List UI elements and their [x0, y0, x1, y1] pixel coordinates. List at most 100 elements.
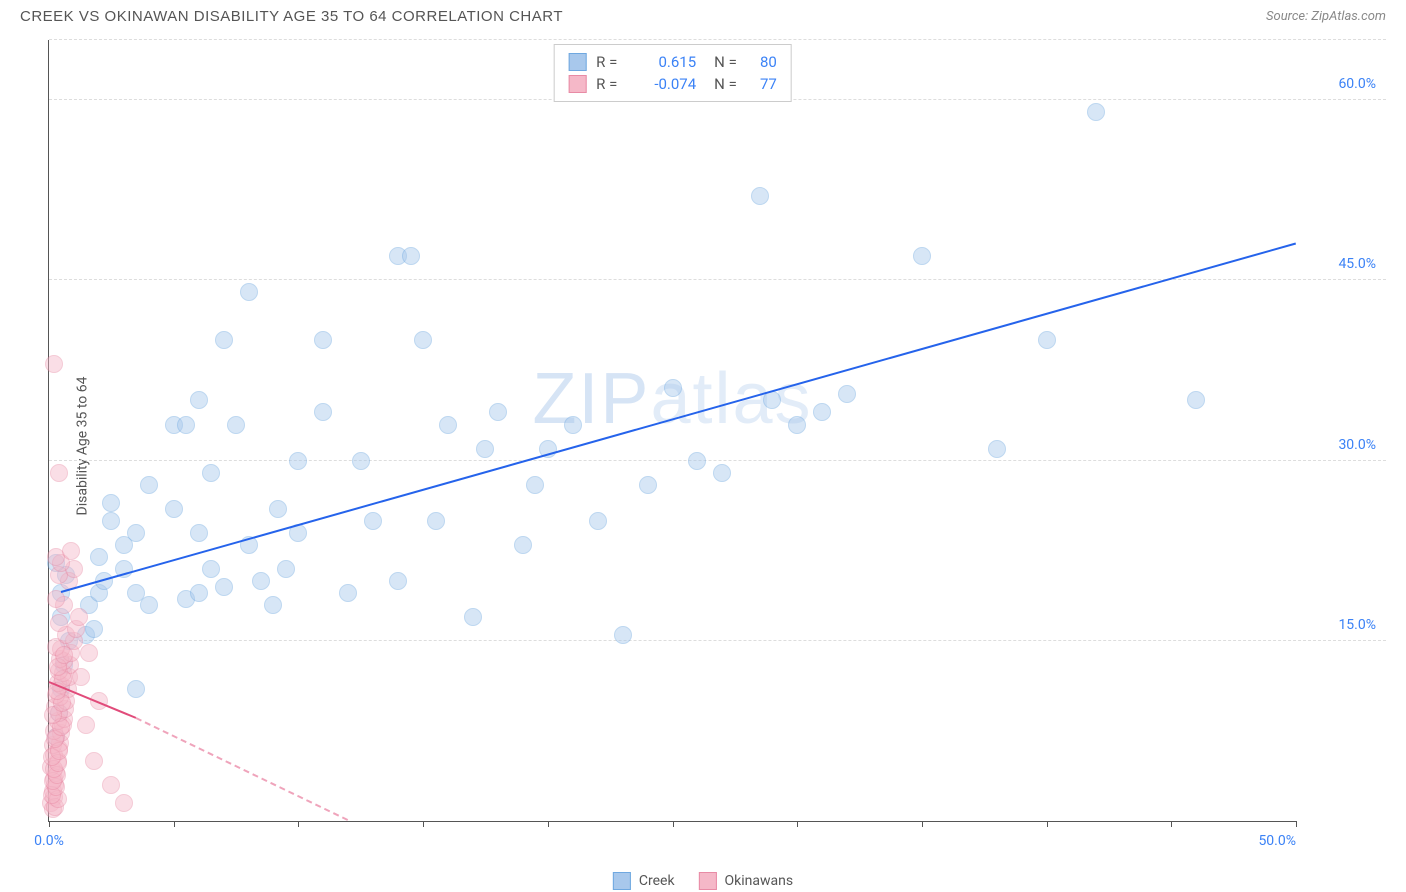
correlation-legend: R =0.615N =80R =-0.074N =77	[553, 44, 792, 102]
scatter-point	[177, 416, 195, 434]
scatter-point	[45, 355, 63, 373]
scatter-point	[215, 331, 233, 349]
scatter-point	[62, 542, 80, 560]
scatter-point	[55, 646, 73, 664]
scatter-point	[72, 668, 90, 686]
series-legend: Creek Okinawans	[613, 872, 793, 890]
scatter-point	[190, 391, 208, 409]
x-tick	[797, 821, 798, 827]
scatter-point	[102, 512, 120, 530]
scatter-point	[763, 391, 781, 409]
n-label: N =	[714, 75, 737, 93]
scatter-point	[80, 644, 98, 662]
scatter-point	[269, 500, 287, 518]
x-tick	[49, 821, 50, 827]
y-tick-label: 60.0%	[1338, 76, 1376, 92]
scatter-point	[140, 596, 158, 614]
scatter-point	[70, 608, 88, 626]
y-tick-label: 45.0%	[1338, 256, 1376, 272]
gridline-h	[49, 39, 1386, 40]
x-tick	[1171, 821, 1172, 827]
scatter-point	[165, 500, 183, 518]
scatter-point	[589, 512, 607, 530]
scatter-point	[439, 416, 457, 434]
scatter-point	[85, 752, 103, 770]
scatter-point	[464, 608, 482, 626]
scatter-point	[314, 403, 332, 421]
legend-item: Okinawans	[699, 872, 794, 890]
scatter-point	[402, 247, 420, 265]
scatter-point	[1087, 103, 1105, 121]
gridline-h	[49, 640, 1386, 641]
scatter-point	[813, 403, 831, 421]
legend-swatch	[568, 53, 586, 71]
x-tick	[174, 821, 175, 827]
r-label: R =	[596, 75, 626, 93]
scatter-point	[427, 512, 445, 530]
x-tick	[548, 821, 549, 827]
x-tick-label: 0.0%	[34, 833, 64, 849]
scatter-point	[190, 584, 208, 602]
scatter-point	[489, 403, 507, 421]
scatter-point	[127, 680, 145, 698]
x-tick	[423, 821, 424, 827]
scatter-point	[352, 452, 370, 470]
scatter-point	[85, 620, 103, 638]
r-label: R =	[596, 53, 626, 71]
r-value: -0.074	[636, 75, 696, 93]
scatter-point	[1038, 331, 1056, 349]
legend-label: Creek	[639, 873, 675, 889]
chart-container: CREEK VS OKINAWAN DISABILITY AGE 35 TO 6…	[0, 0, 1406, 892]
legend-row: R =0.615N =80	[568, 51, 777, 73]
scatter-point	[913, 247, 931, 265]
scatter-point	[252, 572, 270, 590]
scatter-point	[77, 716, 95, 734]
scatter-point	[227, 416, 245, 434]
scatter-point	[202, 464, 220, 482]
r-value: 0.615	[636, 53, 696, 71]
x-tick	[673, 821, 674, 827]
header: CREEK VS OKINAWAN DISABILITY AGE 35 TO 6…	[0, 0, 1406, 29]
scatter-point	[314, 331, 332, 349]
x-tick	[1296, 821, 1297, 827]
x-tick	[1047, 821, 1048, 827]
y-tick-label: 30.0%	[1338, 437, 1376, 453]
legend-row: R =-0.074N =77	[568, 73, 777, 95]
scatter-point	[240, 283, 258, 301]
scatter-point	[614, 626, 632, 644]
scatter-point	[190, 524, 208, 542]
scatter-point	[364, 512, 382, 530]
scatter-point	[564, 416, 582, 434]
chart-title: CREEK VS OKINAWAN DISABILITY AGE 35 TO 6…	[20, 8, 563, 25]
scatter-point	[664, 379, 682, 397]
x-tick	[922, 821, 923, 827]
scatter-point	[264, 596, 282, 614]
scatter-point	[526, 476, 544, 494]
scatter-point	[639, 476, 657, 494]
scatter-point	[751, 187, 769, 205]
scatter-point	[414, 331, 432, 349]
scatter-point	[339, 584, 357, 602]
scatter-point	[215, 578, 233, 596]
n-label: N =	[714, 53, 737, 71]
gridline-h	[49, 460, 1386, 461]
trendline-dashed	[136, 717, 349, 821]
scatter-point	[514, 536, 532, 554]
x-tick-label: 50.0%	[1258, 833, 1296, 849]
scatter-point	[476, 440, 494, 458]
scatter-point	[102, 494, 120, 512]
legend-swatch	[699, 872, 717, 890]
source-label: Source: ZipAtlas.com	[1266, 9, 1386, 24]
scatter-point	[788, 416, 806, 434]
scatter-point	[277, 560, 295, 578]
scatter-point	[140, 476, 158, 494]
scatter-point	[688, 452, 706, 470]
scatter-point	[289, 452, 307, 470]
scatter-point	[1187, 391, 1205, 409]
scatter-point	[838, 385, 856, 403]
scatter-point	[50, 464, 68, 482]
scatter-point	[389, 572, 407, 590]
scatter-point	[50, 614, 68, 632]
scatter-point	[127, 524, 145, 542]
gridline-h	[49, 279, 1386, 280]
